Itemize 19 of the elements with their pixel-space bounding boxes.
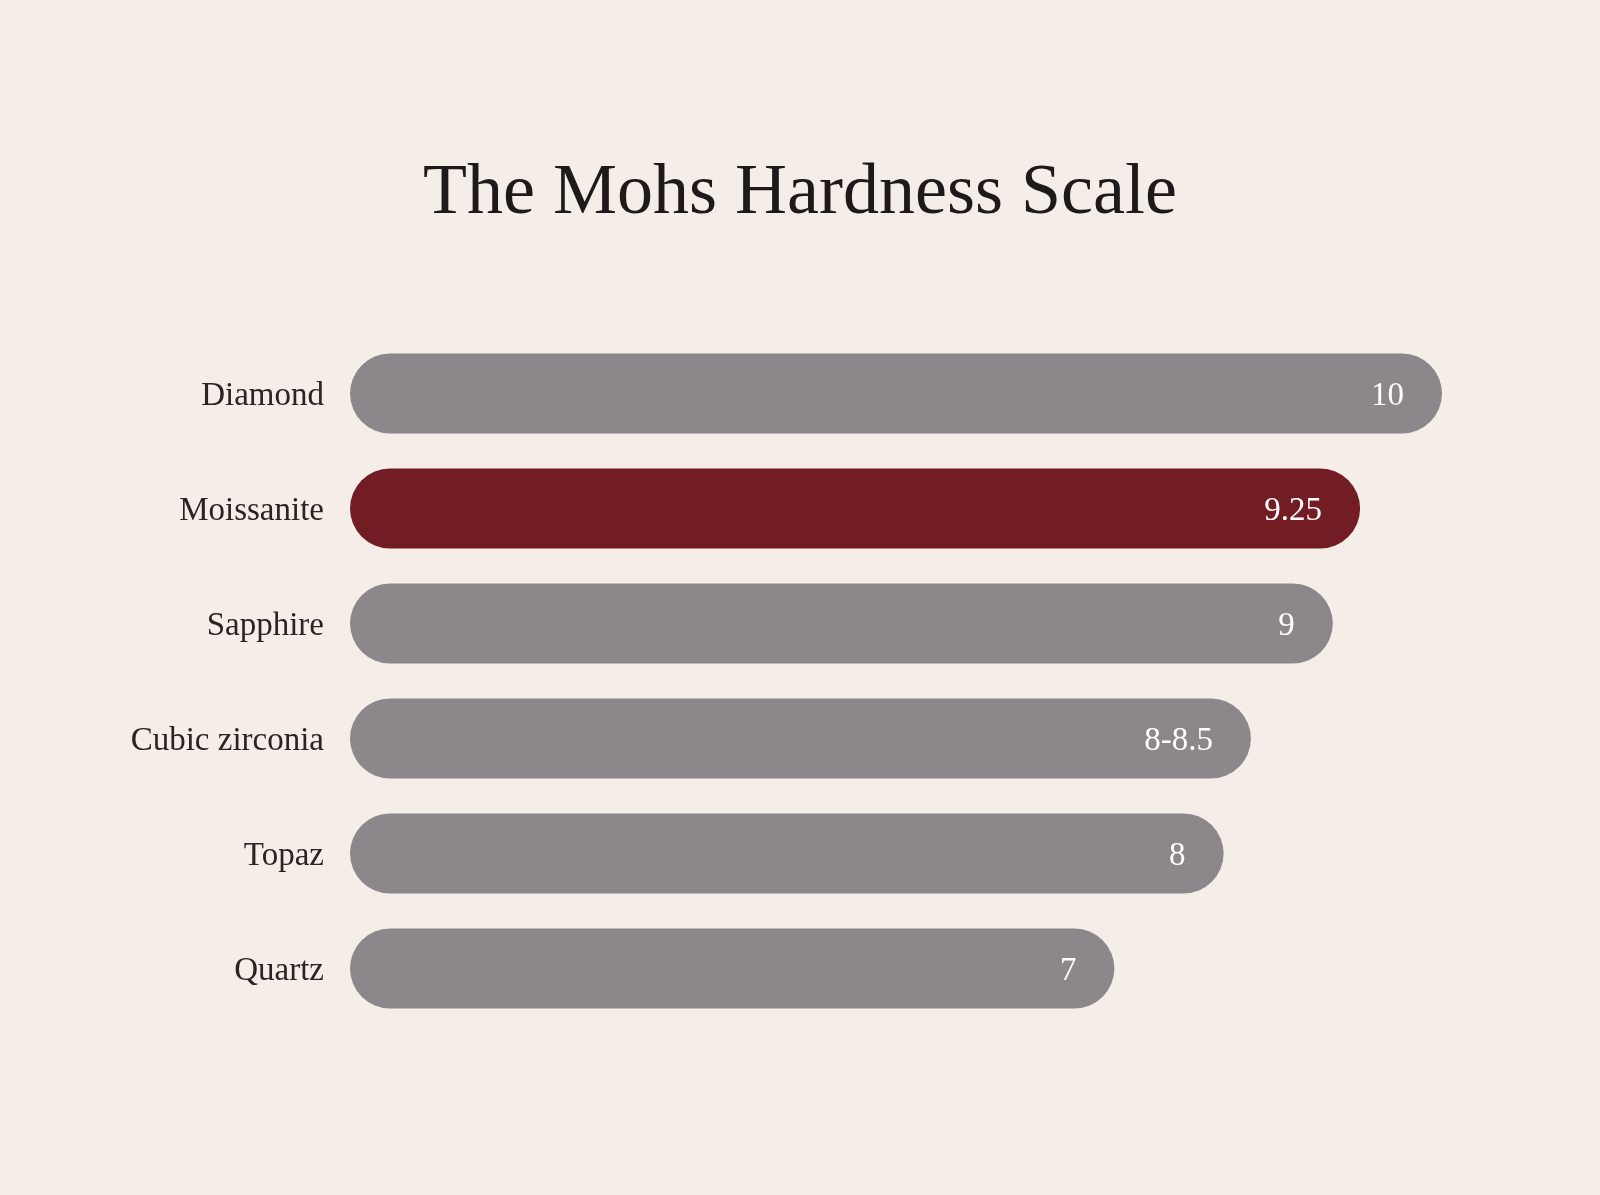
bar [350, 353, 1442, 434]
y-tick-label: Sapphire [206, 605, 324, 642]
data-label: 7 [1059, 950, 1077, 987]
bar [350, 698, 1251, 779]
data-label: 8-8.5 [1144, 720, 1213, 757]
data-label: 9.25 [1264, 490, 1323, 527]
bar [350, 928, 1115, 1009]
y-tick-label: Moissanite [179, 490, 324, 527]
data-label: 8 [1169, 835, 1186, 872]
bar [350, 468, 1361, 549]
data-label: 9 [1278, 605, 1295, 642]
bar [350, 583, 1333, 664]
chart-title: The Mohs Hardness Scale [423, 149, 1177, 229]
y-tick-label: Topaz [243, 835, 324, 872]
bar [350, 813, 1224, 894]
y-tick-label: Quartz [234, 950, 324, 987]
y-tick-label: Diamond [201, 375, 325, 412]
y-tick-label: Cubic zirconia [130, 720, 325, 757]
data-label: 10 [1371, 375, 1404, 412]
